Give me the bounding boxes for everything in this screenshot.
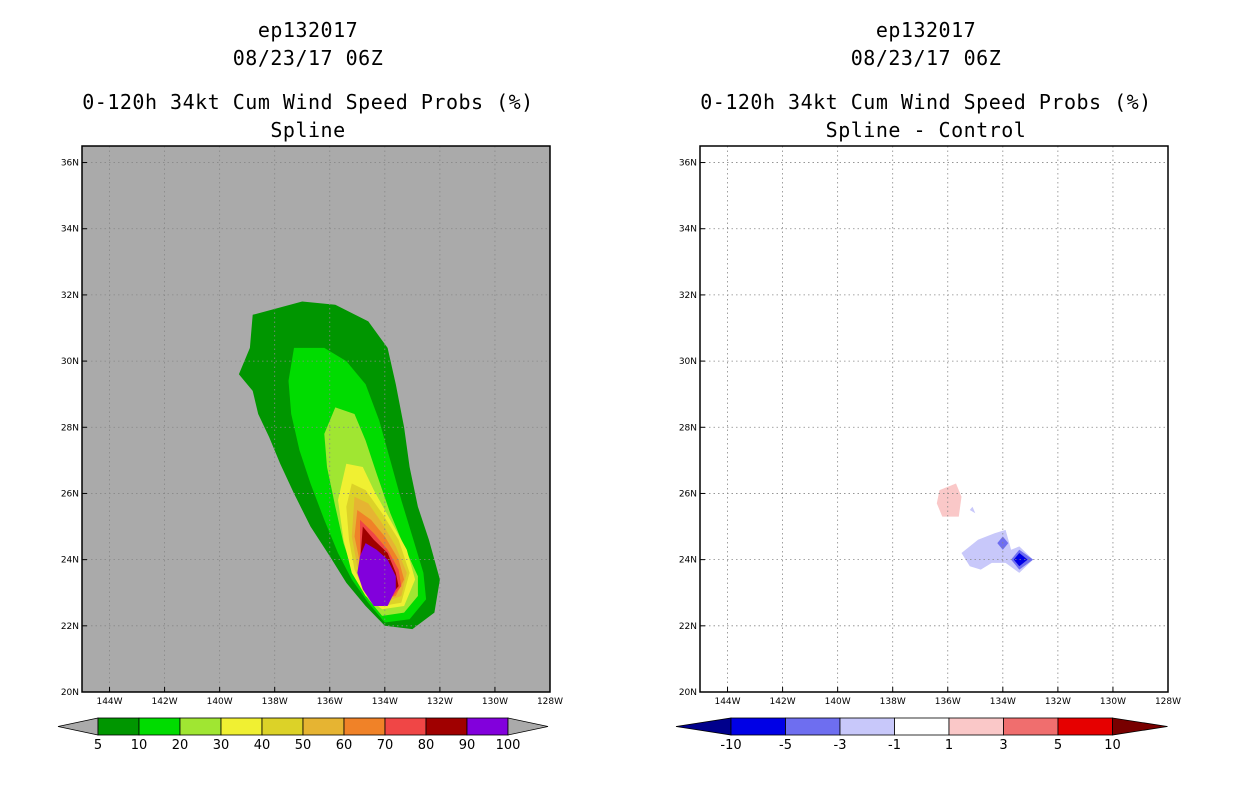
right-colorbar-label: 10 — [1104, 738, 1121, 753]
left-x-tick-label: 138W — [262, 697, 288, 707]
left-panel-title: ep132017 08/23/17 06Z 0-120h 34kt Cum Wi… — [58, 16, 558, 144]
right-x-tick-label: 132W — [1045, 697, 1071, 707]
left-colorbar-over-arrow — [507, 717, 549, 736]
left-map-frame — [81, 145, 551, 693]
left-x-tick-label: 144W — [96, 697, 122, 707]
left-colorbar: 5 10 20 30 40 50 60 70 80 90 100 — [57, 717, 549, 753]
left-y-tick-label: 28N — [61, 423, 79, 433]
left-y-tick-label: 22N — [61, 622, 79, 632]
left-colorbar-label: 100 — [496, 738, 521, 753]
left-colorbar-label: 90 — [459, 738, 476, 753]
right-colorbar-label: 5 — [1054, 738, 1062, 753]
right-title-product: 0-120h 34kt Cum Wind Speed Probs (%) — [700, 90, 1152, 114]
right-y-tick-label: 34N — [679, 225, 697, 235]
left-colorbar-swatch — [179, 717, 222, 736]
left-y-tick-label: 30N — [61, 357, 79, 367]
right-colorbar-label: 1 — [945, 738, 953, 753]
right-colorbar-swatch — [785, 717, 841, 736]
right-colorbar: -10 -5 -3 -1 1 3 5 10 — [675, 717, 1168, 753]
right-title-storm-id: ep132017 — [875, 18, 977, 42]
right-y-tick-label: 20N — [679, 688, 697, 698]
left-x-tick-label: 142W — [152, 697, 178, 707]
left-x-tick-label: 136W — [317, 697, 343, 707]
right-colorbar-swatch — [948, 717, 1004, 736]
left-x-tick-label: 130W — [482, 697, 508, 707]
right-map-background — [700, 146, 1168, 692]
left-title-product: 0-120h 34kt Cum Wind Speed Probs (%) — [82, 90, 534, 114]
left-colorbar-swatch — [466, 717, 509, 736]
right-colorbar-over-arrow — [1112, 717, 1168, 736]
right-contour-1 — [936, 483, 962, 517]
left-contour-90 — [357, 543, 396, 606]
right-colorbar-label: 3 — [999, 738, 1007, 753]
right-colorbar-under-arrow — [675, 717, 732, 736]
right-y-tick-label: 32N — [679, 291, 697, 301]
right-map-frame — [699, 145, 1169, 693]
right-x-tick-label: 138W — [880, 697, 906, 707]
left-colorbar-label: 60 — [336, 738, 353, 753]
right-map: 144W 142W 140W 138W 136W 134W 132W 130W 128W 20N 2… — [679, 145, 1181, 707]
left-x-tick-label: 134W — [372, 697, 398, 707]
left-title-method: Spline — [270, 118, 346, 142]
left-x-tick-label: 128W — [537, 697, 563, 707]
left-map: 144W 142W 140W 138W 136W 134W 132W 130W 128W 20N 2… — [61, 145, 563, 707]
left-colorbar-label: 10 — [131, 738, 148, 753]
right-title-datetime: 08/23/17 06Z — [850, 46, 1002, 70]
right-colorbar-swatch — [839, 717, 895, 736]
right-y-tick-label: 26N — [679, 489, 697, 499]
left-y-tick-label: 26N — [61, 489, 79, 499]
left-title-storm-id: ep132017 — [257, 18, 359, 42]
left-colorbar-label: 30 — [213, 738, 230, 753]
left-colorbar-swatch — [97, 717, 140, 736]
right-colorbar-label: -5 — [779, 738, 792, 753]
left-y-tick-label: 36N — [61, 159, 79, 169]
right-x-tick-label: 136W — [935, 697, 961, 707]
left-colorbar-swatch — [384, 717, 427, 736]
right-colorbar-label: -3 — [834, 738, 847, 753]
left-y-tick-label: 32N — [61, 291, 79, 301]
right-colorbar-label: -10 — [720, 738, 741, 753]
left-colorbar-swatch — [261, 717, 304, 736]
right-x-tick-label: 128W — [1155, 697, 1181, 707]
left-colorbar-label: 40 — [254, 738, 271, 753]
right-panel-title: ep132017 08/23/17 06Z 0-120h 34kt Cum Wi… — [676, 16, 1176, 144]
right-colorbar-swatch — [1057, 717, 1113, 736]
left-colorbar-swatch — [220, 717, 263, 736]
right-colorbar-swatch — [1003, 717, 1059, 736]
right-colorbar-swatch — [730, 717, 786, 736]
right-colorbar-swatch — [894, 717, 950, 736]
right-y-tick-label: 28N — [679, 423, 697, 433]
left-y-tick-label: 24N — [61, 556, 79, 566]
right-y-tick-label: 22N — [679, 622, 697, 632]
right-x-tick-label: 130W — [1100, 697, 1126, 707]
right-y-tick-label: 30N — [679, 357, 697, 367]
right-title-method: Spline - Control — [825, 118, 1027, 142]
left-colorbar-label: 5 — [94, 738, 102, 753]
left-y-tick-label: 20N — [61, 688, 79, 698]
left-colorbar-label: 70 — [377, 738, 394, 753]
left-y-tick-label: 34N — [61, 225, 79, 235]
right-contour-neg1 — [969, 506, 976, 514]
right-colorbar-label: -1 — [888, 738, 901, 753]
left-colorbar-under-arrow — [57, 717, 99, 736]
right-y-tick-label: 36N — [679, 159, 697, 169]
right-x-tick-label: 140W — [825, 697, 851, 707]
left-colorbar-label: 20 — [172, 738, 189, 753]
right-x-tick-label: 144W — [714, 697, 740, 707]
left-colorbar-swatch — [425, 717, 468, 736]
left-colorbar-swatch — [302, 717, 345, 736]
left-colorbar-swatch — [138, 717, 181, 736]
left-colorbar-label: 80 — [418, 738, 435, 753]
left-colorbar-swatch — [343, 717, 386, 736]
left-title-datetime: 08/23/17 06Z — [232, 46, 384, 70]
left-x-tick-label: 132W — [427, 697, 453, 707]
left-colorbar-label: 50 — [295, 738, 312, 753]
left-x-tick-label: 140W — [207, 697, 233, 707]
right-y-tick-label: 24N — [679, 556, 697, 566]
right-x-tick-label: 134W — [990, 697, 1016, 707]
right-x-tick-label: 142W — [770, 697, 796, 707]
